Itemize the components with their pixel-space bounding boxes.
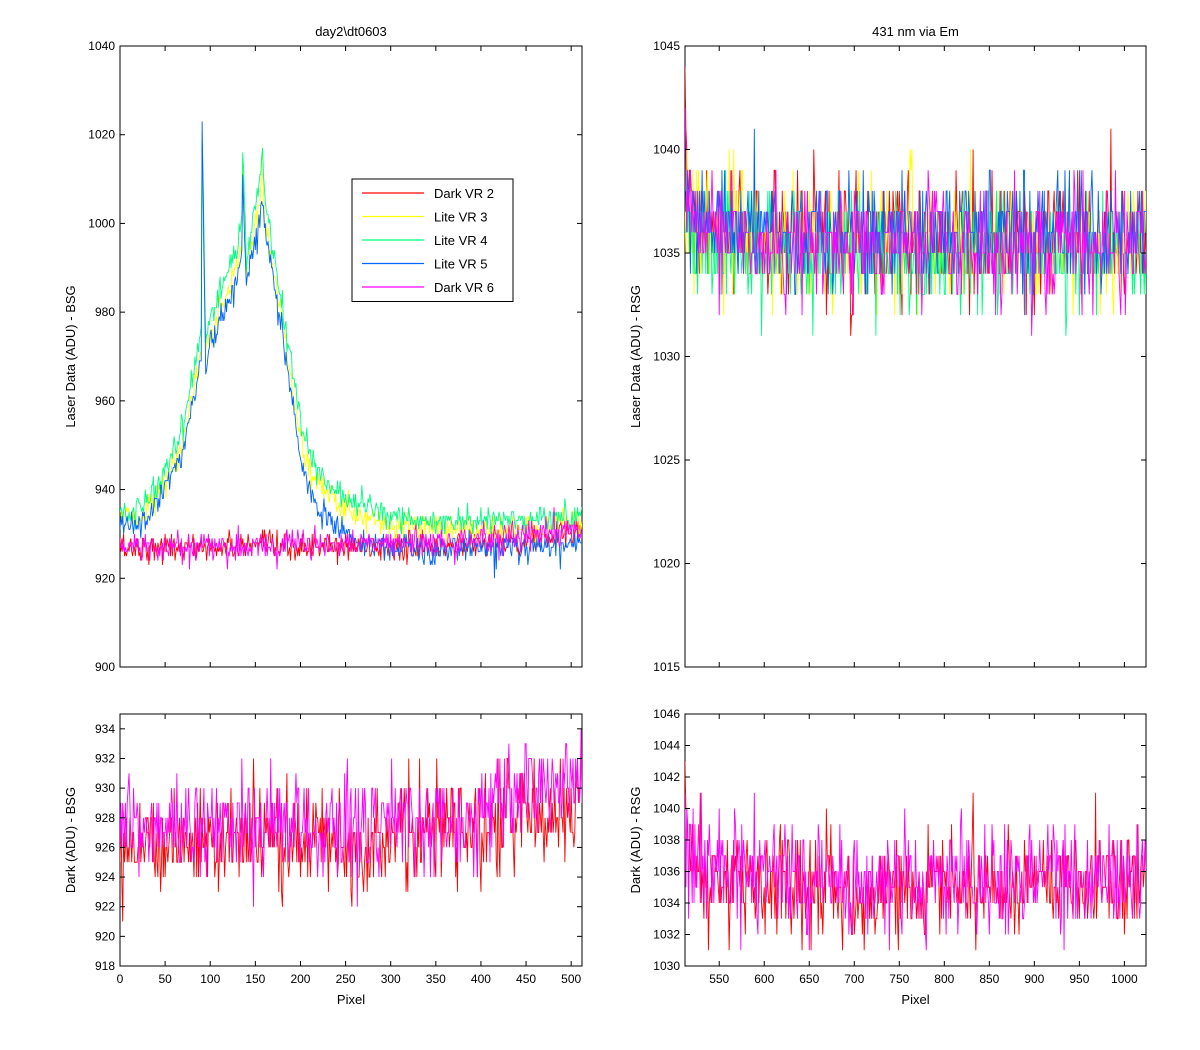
- x-tick-label: 450: [516, 972, 536, 986]
- y-tick-label: 980: [95, 305, 115, 319]
- series-line-lite-vr-3: [120, 147, 582, 548]
- series-line-dark-vr-2: [685, 761, 1146, 951]
- panel-top-left: 900 920 940 960 980 1000 1020 1040 day2\dt0603 La…: [63, 24, 583, 674]
- y-tick-label: 922: [95, 900, 115, 914]
- y-axis-label: Dark (ADU) - RSG: [628, 787, 643, 894]
- y-axis-label: Laser Data (ADU) - RSG: [628, 285, 643, 428]
- x-tick-label: 600: [754, 972, 774, 986]
- y-tick-label: 1042: [653, 770, 680, 784]
- plot-area: [684, 45, 1147, 668]
- x-axis-label: Pixel: [337, 992, 365, 1007]
- x-tick-label: 300: [381, 972, 401, 986]
- y-tick-label: 1038: [653, 833, 680, 847]
- x-tick-label: 150: [245, 972, 265, 986]
- y-tick-label: 1040: [653, 802, 680, 816]
- series-line-dark-vr-6: [120, 507, 582, 570]
- y-tick-label: 940: [95, 483, 115, 497]
- x-tick-label: 700: [844, 972, 864, 986]
- y-tick-label: 930: [95, 781, 115, 795]
- x-tick-label: 800: [934, 972, 954, 986]
- series-line-dark-vr-6: [120, 728, 582, 907]
- x-tick-label: 100: [200, 972, 220, 986]
- series-group: [120, 728, 582, 922]
- series-line-lite-vr-4: [120, 139, 582, 535]
- x-tick-label: 400: [471, 972, 491, 986]
- y-tick-label: 1025: [653, 453, 680, 467]
- panel-top-right: 1015 1020 1025 1030 1035 1040 1045 431 nm via E…: [628, 24, 1147, 674]
- y-tick-label: 1030: [653, 350, 680, 364]
- y-tick-label: 918: [95, 959, 115, 973]
- x-tick-label: 200: [290, 972, 310, 986]
- series-line-dark-vr-6: [685, 792, 1146, 951]
- y-tick-label: 924: [95, 870, 115, 884]
- y-tick-label: 1020: [88, 128, 115, 142]
- series-line-lite-vr-5: [120, 121, 582, 579]
- plot-area: [119, 45, 583, 668]
- y-tick-label: 960: [95, 394, 115, 408]
- series-group: [685, 66, 1146, 336]
- y-tick-label: 1030: [653, 959, 680, 973]
- x-tick-label: 250: [336, 972, 356, 986]
- y-axis-label: Dark (ADU) - BSG: [63, 787, 78, 893]
- legend-entry: Dark VR 6: [434, 280, 494, 295]
- y-tick-label: 920: [95, 571, 115, 585]
- x-tick-label: 350: [426, 972, 446, 986]
- y-tick-label: 1046: [653, 707, 680, 721]
- y-tick-label: 1020: [653, 557, 680, 571]
- x-tick-label: 750: [889, 972, 909, 986]
- y-tick-label: 926: [95, 840, 115, 854]
- x-tick-label: 900: [1024, 972, 1044, 986]
- y-tick-label: 928: [95, 811, 115, 825]
- legend: Dark VR 2 Lite VR 3 Lite VR 4 Lite VR 5 Dark…: [351, 178, 514, 302]
- y-tick-label: 1015: [653, 660, 680, 674]
- panel-bottom-right: 550 600 650 700 750 800 850 900 950 1000 1030 1032 1…: [628, 707, 1147, 1007]
- y-tick-label: 934: [95, 722, 115, 736]
- x-tick-label: 550: [709, 972, 729, 986]
- y-tick-label: 1000: [88, 216, 115, 230]
- x-tick-label: 50: [158, 972, 172, 986]
- x-tick-label: 1000: [1111, 972, 1138, 986]
- y-tick-label: 1032: [653, 928, 680, 942]
- y-tick-label: 1034: [653, 896, 680, 910]
- y-tick-label: 1036: [653, 865, 680, 879]
- legend-entry: Lite VR 3: [434, 210, 487, 225]
- y-tick-label: 1040: [88, 39, 115, 53]
- x-tick-label: 650: [799, 972, 819, 986]
- series-group: [120, 121, 582, 579]
- panel-bottom-left: 0 50 100 150 200 250 300 350 400 450 500 918 920 922 9…: [63, 713, 583, 1007]
- x-tick-label: 0: [117, 972, 124, 986]
- x-tick-label: 500: [561, 972, 581, 986]
- legend-entry: Lite VR 4: [434, 233, 487, 248]
- legend-entry: Lite VR 5: [434, 257, 487, 272]
- y-tick-label: 920: [95, 929, 115, 943]
- y-tick-label: 900: [95, 660, 115, 674]
- series-line-dark-vr-6: [685, 108, 1146, 336]
- series-line-lite-vr-5: [685, 128, 1146, 295]
- chart-title: day2\dt0603: [315, 24, 387, 39]
- chart-title: 431 nm via Em: [872, 24, 959, 39]
- y-tick-label: 932: [95, 751, 115, 765]
- y-tick-label: 1044: [653, 739, 680, 753]
- y-tick-label: 1040: [653, 143, 680, 157]
- x-tick-label: 850: [979, 972, 999, 986]
- legend-entry: Dark VR 2: [434, 186, 494, 201]
- series-group: [685, 761, 1146, 951]
- y-tick-label: 1045: [653, 39, 680, 53]
- y-axis-label: Laser Data (ADU) - BSG: [63, 285, 78, 427]
- y-tick-label: 1035: [653, 246, 680, 260]
- x-axis-label: Pixel: [901, 992, 929, 1007]
- x-tick-label: 950: [1069, 972, 1089, 986]
